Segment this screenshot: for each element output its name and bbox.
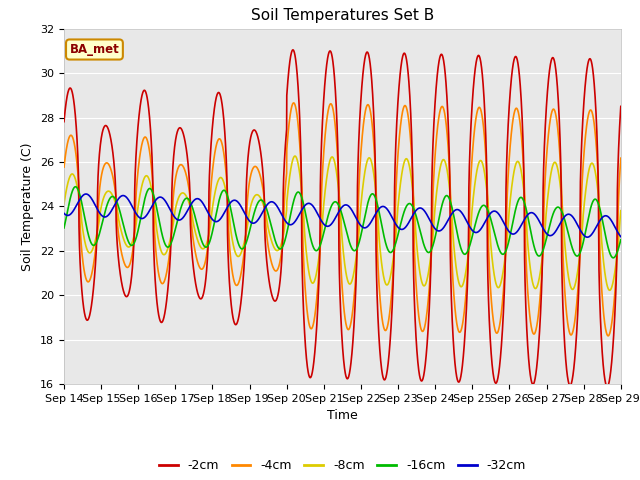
Y-axis label: Soil Temperature (C): Soil Temperature (C) xyxy=(22,142,35,271)
Title: Soil Temperatures Set B: Soil Temperatures Set B xyxy=(251,9,434,24)
Legend: -2cm, -4cm, -8cm, -16cm, -32cm: -2cm, -4cm, -8cm, -16cm, -32cm xyxy=(154,454,531,477)
Text: BA_met: BA_met xyxy=(70,43,119,56)
X-axis label: Time: Time xyxy=(327,409,358,422)
